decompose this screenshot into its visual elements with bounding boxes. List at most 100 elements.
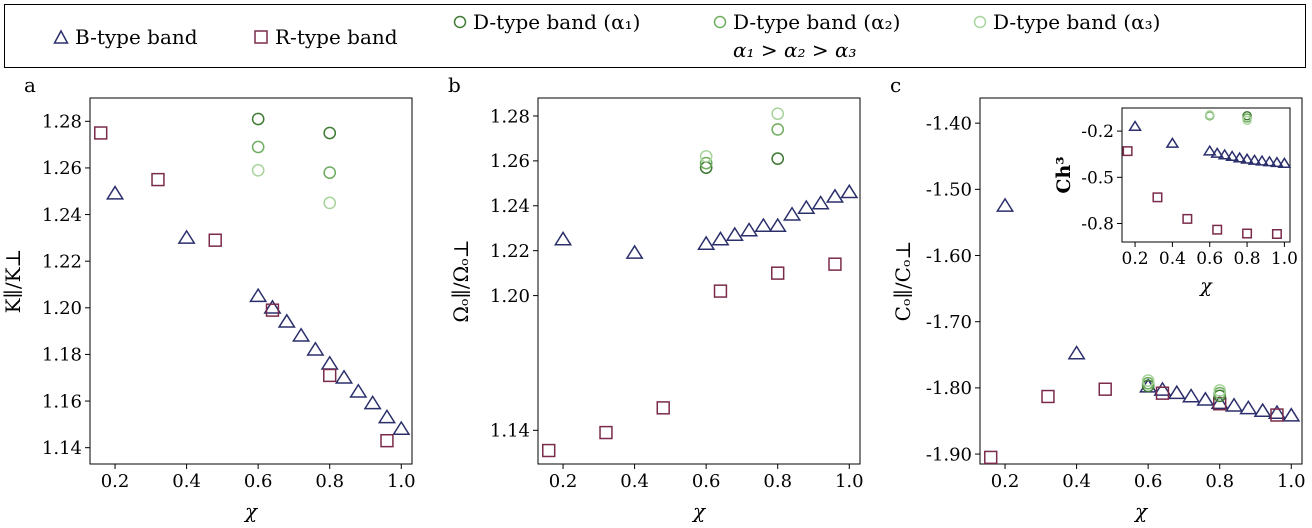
- data-point: [1202, 144, 1217, 156]
- data-point: [1098, 382, 1112, 396]
- y-tick-label: 1.16: [42, 391, 82, 412]
- y-tick-label: 1.20: [490, 286, 530, 307]
- circle-marker-icon: [453, 15, 467, 29]
- data-point: [377, 408, 397, 424]
- x-tick-label: 1.0: [1277, 471, 1306, 492]
- data-point: [1267, 404, 1287, 420]
- y-tick-label: 1.26: [490, 151, 530, 172]
- panel-label: b: [448, 73, 461, 97]
- y-tick-label: -1.90: [926, 444, 972, 465]
- x-tick-label: 0.8: [763, 471, 792, 492]
- series-d-type-band: [699, 123, 785, 170]
- x-tick-label: 0.2: [991, 471, 1020, 492]
- series-b-type-band: [1128, 120, 1292, 168]
- legend-label-d2: D-type band (α₂): [733, 10, 901, 34]
- x-tick-label: 0.4: [172, 471, 201, 492]
- data-point: [277, 313, 296, 328]
- data-point: [811, 195, 830, 210]
- circle-marker-icon: [713, 15, 727, 29]
- data-point: [1141, 374, 1155, 387]
- y-axis-label: Cₒ∥/Cₒ⊥: [891, 241, 915, 322]
- data-point: [1232, 151, 1247, 163]
- legend-item-r-type: R-type band: [253, 25, 398, 49]
- x-axis-label: χ: [1133, 499, 1149, 523]
- data-point: [320, 355, 339, 370]
- data-point: [1210, 394, 1229, 410]
- data-point: [1210, 147, 1225, 158]
- data-point: [251, 140, 265, 154]
- y-tick-label: -0.5: [1081, 168, 1114, 188]
- x-tick-label: 0.8: [1234, 249, 1261, 269]
- panel-label: c: [890, 73, 901, 97]
- data-point: [306, 341, 325, 356]
- x-tick-label: 0.8: [1205, 471, 1234, 492]
- legend-label-d1: D-type band (α₁): [473, 10, 641, 34]
- series-d-type-band: [251, 140, 337, 179]
- data-point: [1212, 224, 1223, 235]
- data-point: [1165, 137, 1180, 148]
- data-point: [1182, 388, 1201, 403]
- x-tick-label: 0.6: [244, 471, 273, 492]
- plot-frame: [89, 97, 413, 465]
- data-point: [1271, 228, 1282, 239]
- square-marker-icon: [254, 30, 268, 44]
- data-point: [740, 222, 759, 237]
- inset-frame: [1121, 107, 1291, 243]
- y-tick-label: -1.60: [926, 246, 972, 267]
- x-tick-label: 0.6: [1196, 249, 1223, 269]
- data-point: [151, 172, 165, 187]
- legend: B-type band R-type band D-type band (α₁)…: [4, 4, 1306, 68]
- data-point: [334, 369, 354, 384]
- data-point: [1255, 154, 1269, 166]
- y-tick-label: -1.70: [926, 312, 972, 333]
- data-point: [1224, 397, 1244, 412]
- data-point: [94, 126, 108, 140]
- chart-panel-a: a 0.2 0.4 0.6 0.8 1.0 1.14 1.16 1.18 1.20 1.22 1.24…: [1, 73, 416, 523]
- panel-label: a: [24, 73, 36, 97]
- data-point: [1242, 228, 1253, 239]
- data-point: [263, 299, 282, 314]
- data-point: [771, 123, 785, 136]
- data-point: [1213, 397, 1227, 411]
- series-r-type-band: [1122, 146, 1282, 239]
- x-axis-label: χ: [243, 499, 259, 523]
- data-point: [782, 206, 802, 221]
- data-point: [699, 150, 713, 163]
- x-tick-label: 0.6: [692, 471, 721, 492]
- data-point: [1262, 155, 1277, 167]
- series-d-type-band: [699, 107, 785, 163]
- data-point: [1067, 345, 1086, 360]
- y-tick-label: 1.18: [42, 345, 82, 366]
- y-tick-label: -1.40: [926, 113, 972, 134]
- triangle-marker-icon: [53, 29, 69, 44]
- x-tick-label: 1.0: [835, 471, 864, 492]
- data-point: [349, 383, 368, 398]
- y-axis-label: K∥/K⊥: [1, 249, 25, 314]
- data-point: [265, 303, 280, 317]
- data-point: [208, 233, 222, 247]
- data-point: [713, 284, 728, 298]
- data-point: [323, 126, 337, 140]
- data-point: [1217, 148, 1232, 160]
- data-point: [725, 226, 744, 241]
- y-tick-label: -0.8: [1081, 214, 1114, 234]
- data-point: [1155, 386, 1170, 400]
- x-tick-label: 0.2: [101, 471, 130, 492]
- data-point: [1247, 153, 1262, 165]
- data-point: [754, 217, 773, 232]
- legend-label-r-type: R-type band: [275, 25, 398, 49]
- legend-item-d2: D-type band (α₂): [713, 10, 900, 34]
- series-d-type-band: [1141, 374, 1227, 397]
- data-point: [825, 188, 845, 203]
- data-point: [768, 217, 787, 232]
- data-point: [1277, 157, 1292, 168]
- data-point: [323, 166, 337, 179]
- y-axis-label: Ch³: [1053, 156, 1075, 193]
- series-d-type-band: [251, 112, 337, 140]
- series-b-type-band: [105, 185, 411, 436]
- series-r-type-band: [984, 382, 1284, 465]
- series-b-type-band: [553, 183, 859, 259]
- y-tick-label: 1.14: [490, 421, 530, 442]
- data-point: [380, 433, 394, 448]
- data-point: [1204, 110, 1215, 120]
